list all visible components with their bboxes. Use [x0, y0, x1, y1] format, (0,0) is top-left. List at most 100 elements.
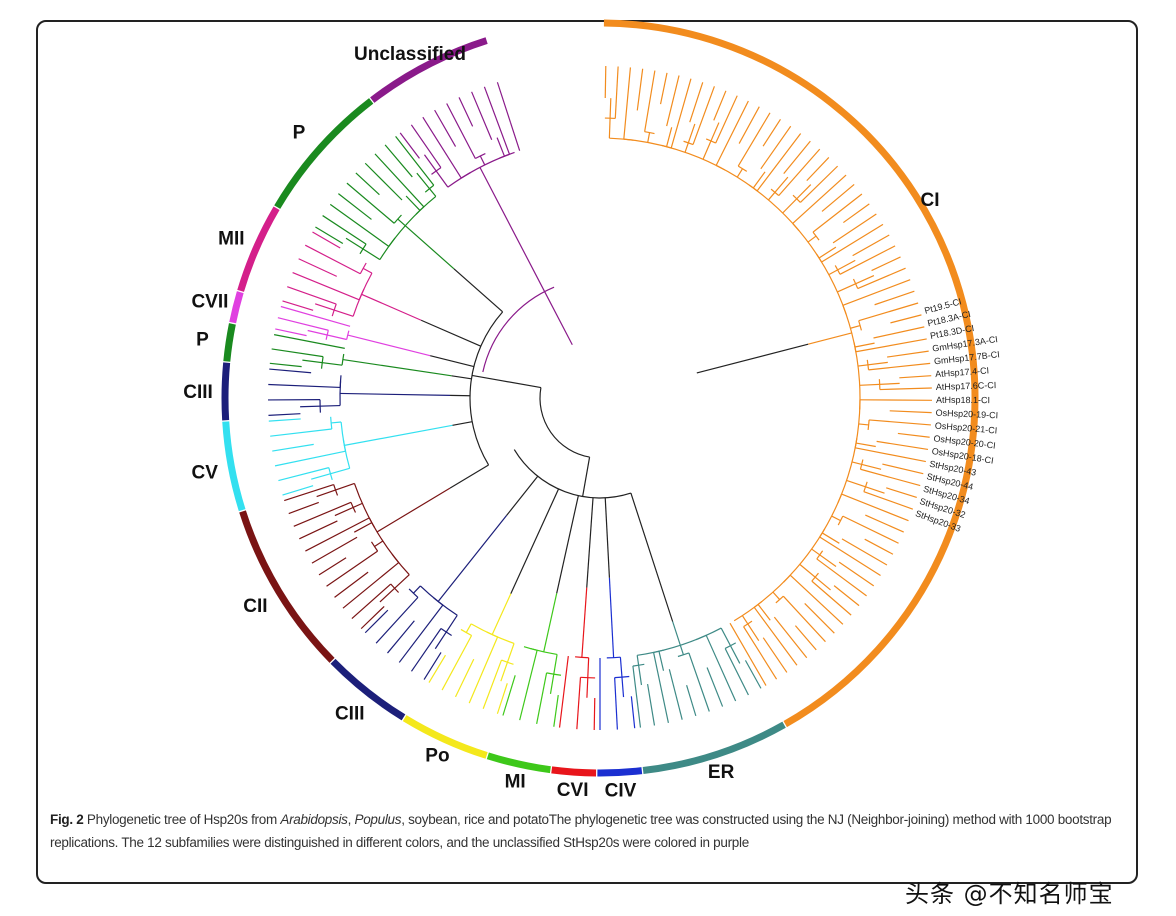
leaf-branch [899, 375, 932, 379]
leaf-branch [593, 697, 596, 730]
leaf-branch [782, 595, 826, 643]
clade-label: CIII [183, 382, 213, 403]
leaf-branch [502, 675, 516, 716]
leaf-branch [326, 550, 378, 587]
leaf-branch [811, 580, 852, 616]
clade-label: MII [218, 229, 244, 250]
internal-branch [858, 423, 869, 426]
internal-branch [736, 168, 744, 178]
internal-branch [828, 259, 856, 276]
leaf-branch [876, 440, 929, 451]
clade-stem [404, 225, 455, 270]
leaf-branch [724, 648, 749, 696]
internal-branch [311, 467, 350, 480]
leaf-label: AtHsp17.6C-CI [936, 380, 997, 392]
internal-branch [799, 563, 831, 591]
leaf-label: AtHsp18.1-CI [936, 395, 990, 405]
caption-italic: Arabidopsis [280, 812, 348, 827]
leaf-branch [843, 203, 870, 224]
leaf-branch [273, 334, 345, 349]
root-branch [420, 319, 482, 347]
leaf-branch [841, 493, 909, 522]
leaf-branch [277, 317, 329, 331]
internal-branch [362, 267, 373, 274]
leaf-branch [812, 193, 863, 233]
internal-branch [509, 122, 521, 151]
leaf-branch [315, 226, 344, 245]
root-branch [469, 311, 504, 466]
leaf-branch [833, 585, 860, 607]
leaf-branch [278, 467, 329, 482]
leaf-branch [670, 78, 692, 149]
leaf-branch [272, 443, 314, 452]
root-branch [556, 495, 579, 594]
clade-node-arc [339, 381, 342, 406]
leaf-branch [737, 112, 771, 167]
leaf-branch [738, 106, 760, 144]
leaf-branch [268, 413, 301, 416]
internal-branch [636, 655, 643, 686]
leaf-branch [783, 140, 811, 175]
clade-label: ER [708, 762, 735, 783]
leaf-branch [789, 574, 844, 625]
internal-branch [331, 421, 342, 424]
leaf-branch [688, 652, 710, 712]
leaf-branch [713, 90, 727, 121]
leaf-branch [410, 124, 442, 168]
clade-stem [581, 587, 588, 658]
internal-branch [496, 137, 506, 157]
internal-branch [846, 479, 885, 494]
leaf-branch [706, 667, 724, 707]
leaf-branch [863, 491, 914, 510]
internal-branch [729, 622, 751, 659]
root-branch [471, 374, 542, 389]
internal-branch [811, 548, 837, 567]
leaf-branch [874, 290, 915, 306]
leaf-branch [897, 432, 930, 438]
internal-branch [413, 585, 421, 594]
leaf-branch [271, 348, 324, 358]
clade-stem [543, 593, 558, 652]
internal-branch [434, 614, 458, 650]
leaf-branch [864, 538, 894, 555]
figure-caption: Fig. 2 Phylogenetic tree of Hsp20s from … [50, 808, 1120, 854]
leaf-branch [865, 514, 904, 533]
leaf-branch [760, 125, 792, 170]
leaf-branch [398, 604, 444, 663]
leaf-branch [322, 215, 367, 245]
clade-label: MI [505, 772, 526, 793]
leaf-branch [686, 685, 697, 717]
root-branch [506, 475, 539, 516]
internal-branch [644, 131, 655, 135]
root-branch [582, 456, 591, 497]
internal-branch [857, 361, 888, 367]
leaf-branch [756, 133, 802, 192]
clade-ring-unclassified [370, 37, 488, 103]
internal-branch [408, 588, 419, 598]
internal-branch [665, 127, 673, 147]
leaf-branch [689, 82, 704, 123]
internal-branch [307, 329, 347, 341]
internal-branch [475, 153, 486, 160]
leaf-branch [804, 602, 835, 634]
leaf-branch [536, 672, 548, 725]
leaf-branch [879, 387, 932, 391]
internal-branch [757, 604, 771, 621]
caption-text: , [347, 812, 355, 827]
leaf-branch [821, 183, 855, 212]
leaf-branch [652, 652, 669, 724]
root-branch [630, 492, 674, 622]
root-branch [482, 286, 555, 373]
clade-label: Po [425, 746, 449, 767]
leaf-branch [857, 267, 906, 290]
leaf-branch [887, 350, 929, 358]
clade-label: CI [921, 190, 940, 211]
clade-label: CIII [335, 704, 365, 725]
leaf-branch [842, 279, 911, 306]
leaf-branch [799, 165, 839, 203]
leaf-branch [483, 86, 511, 155]
caption-text: Phylogenetic tree of Hsp20s from [83, 812, 281, 827]
internal-branch [345, 237, 381, 261]
leaf-branch [287, 286, 337, 305]
internal-branch [741, 615, 760, 642]
